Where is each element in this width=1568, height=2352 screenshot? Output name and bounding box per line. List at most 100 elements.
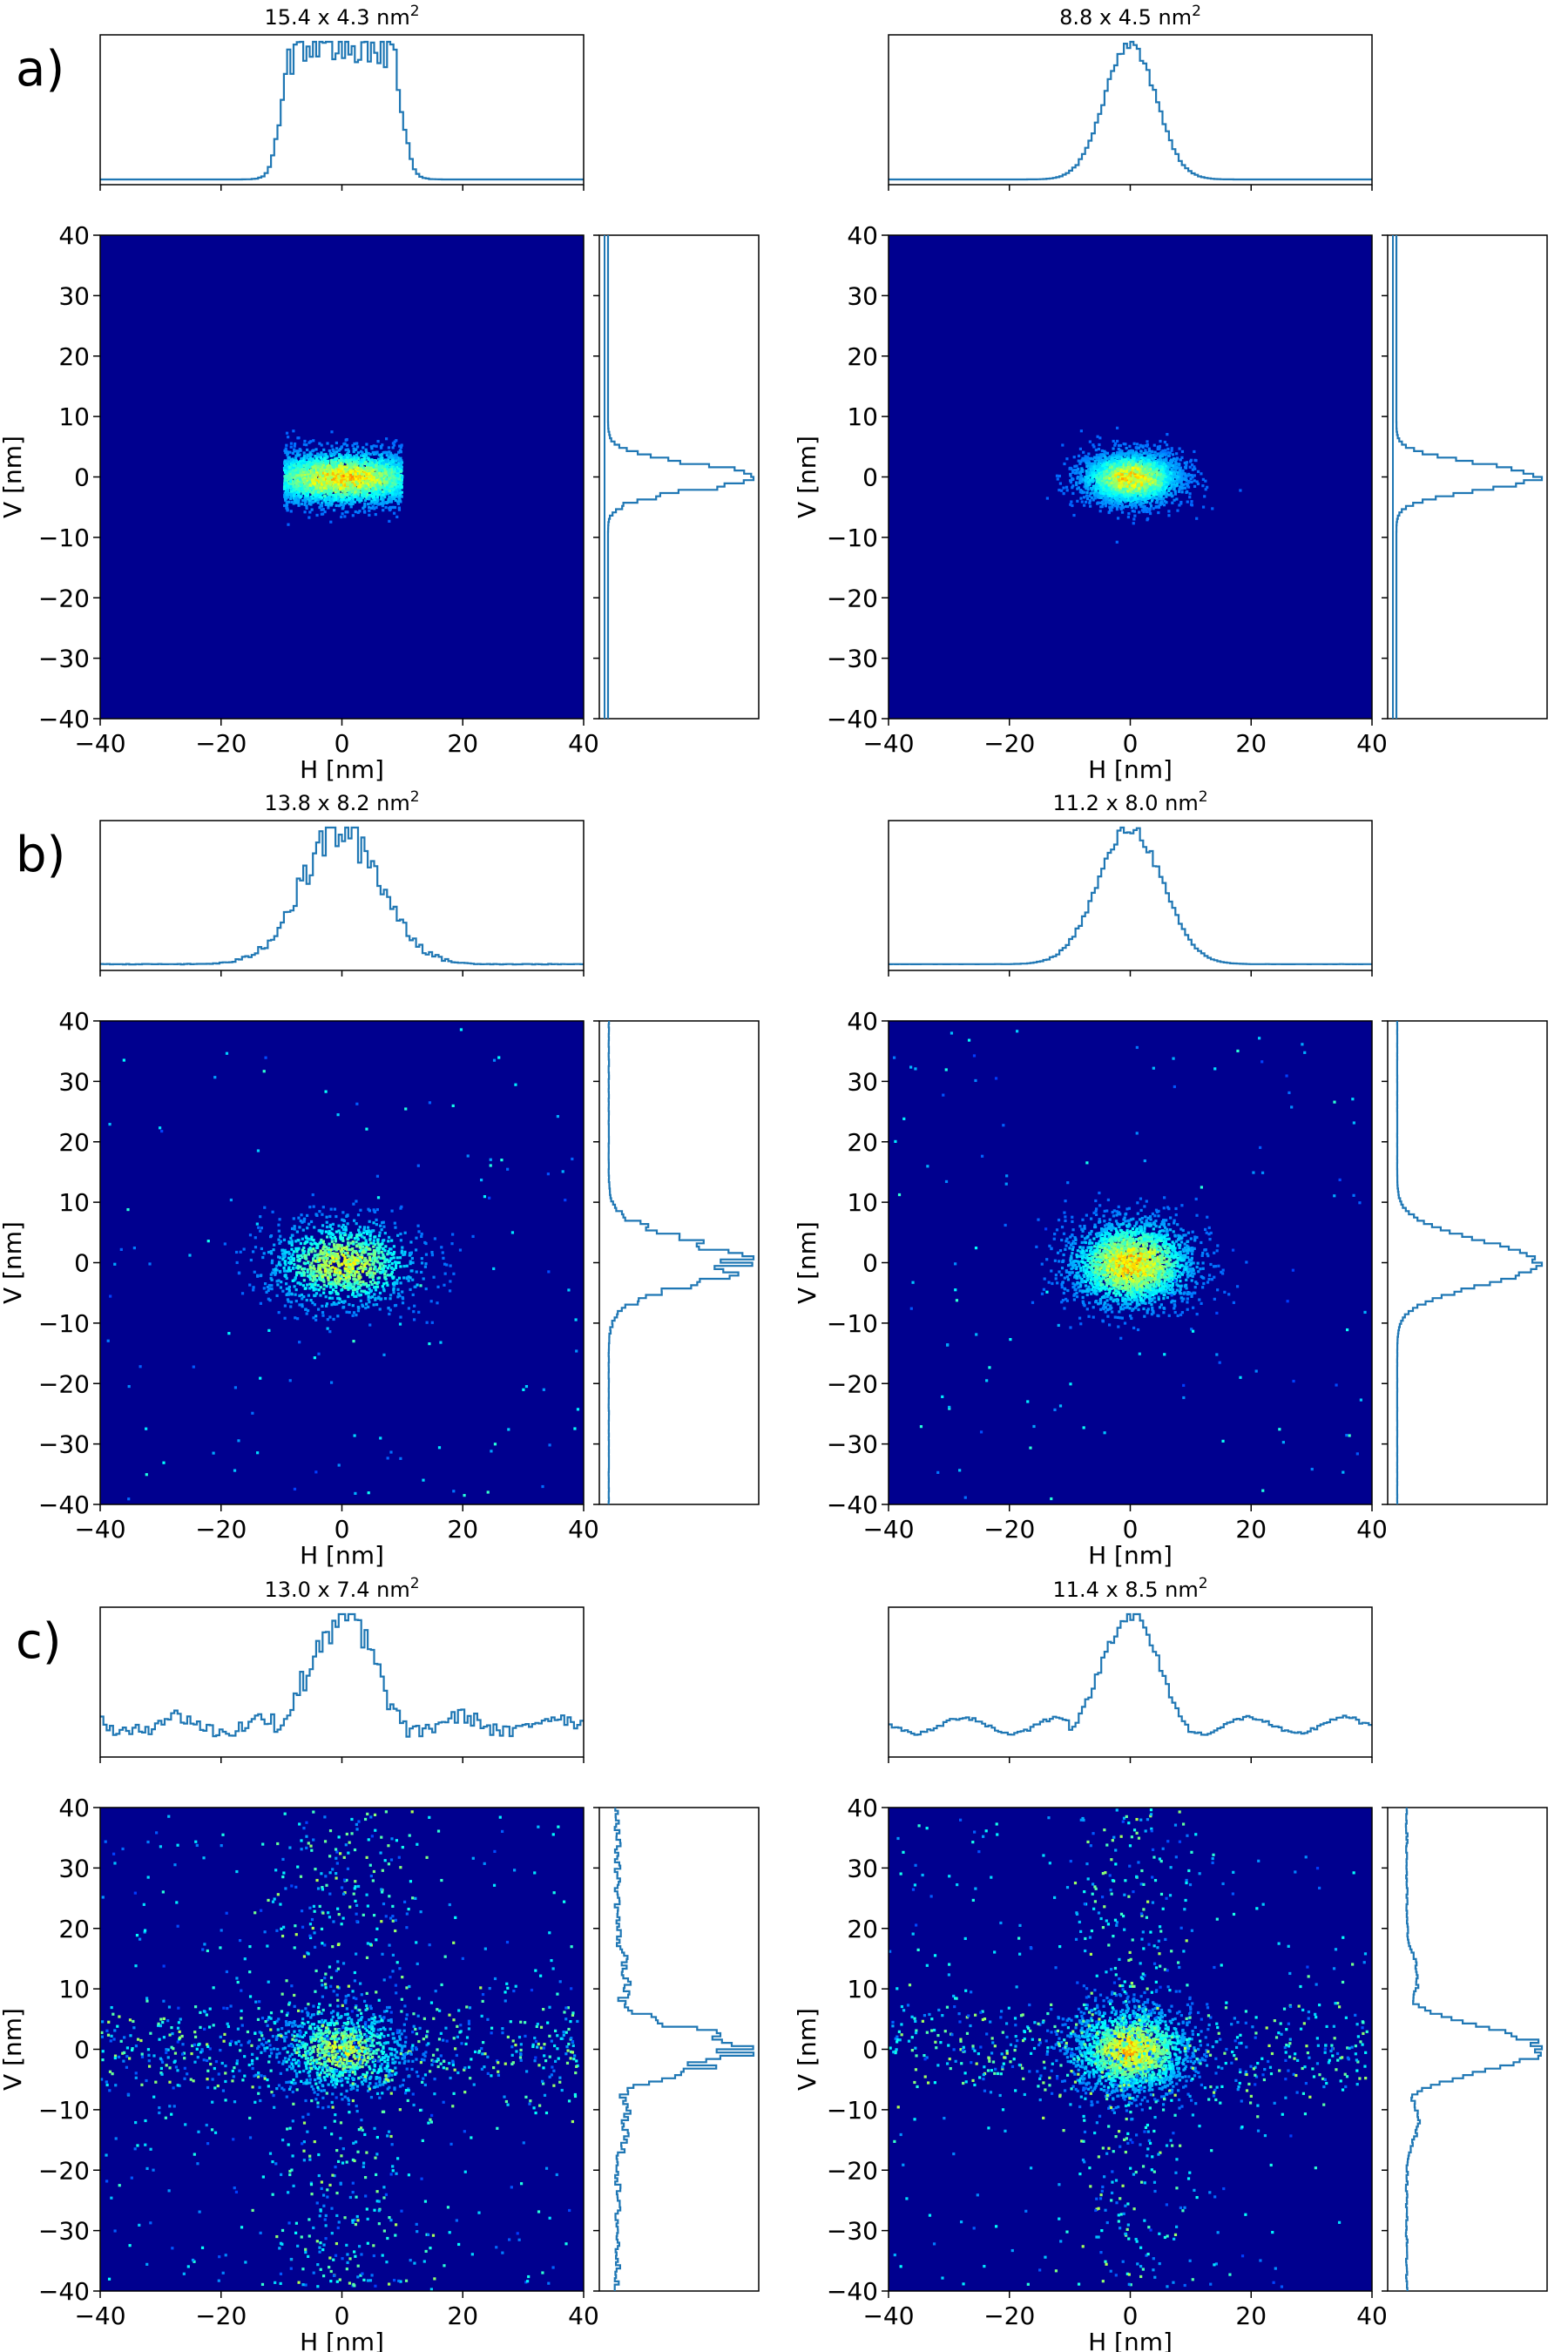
heatmap-point (372, 478, 375, 482)
heatmap-point (284, 466, 287, 470)
heatmap-point (328, 472, 332, 476)
heatmap-point (1188, 465, 1192, 469)
heatmap-point (308, 489, 311, 492)
heatmap-point (385, 460, 389, 463)
heatmap-point (351, 514, 355, 517)
heatmap-point (342, 443, 346, 446)
heatmap-point (1163, 458, 1166, 462)
heatmap-point (348, 468, 352, 472)
heatmap-point (315, 471, 319, 475)
heatmap-point (365, 450, 368, 454)
heatmap-point (1088, 463, 1092, 466)
heatmap-point (374, 512, 377, 517)
heatmap-point (400, 461, 404, 464)
heatmap-point (332, 466, 335, 470)
heatmap-point (297, 464, 301, 468)
heatmap-point (1190, 500, 1193, 504)
heatmap-point (1204, 479, 1207, 483)
x-tick-label: 40 (568, 729, 599, 758)
heatmap-point (314, 473, 318, 476)
heatmap-point (1099, 505, 1103, 509)
heatmap-point (1098, 456, 1101, 460)
heatmap-point (355, 456, 358, 460)
heatmap-point (322, 491, 326, 495)
heatmap-point (291, 451, 294, 455)
heatmap-point (287, 492, 291, 497)
heatmap-point (349, 462, 353, 465)
heatmap-point (1126, 515, 1130, 519)
heatmap-point (320, 508, 323, 511)
heatmap-point (284, 497, 287, 501)
heatmap-point (380, 497, 383, 501)
heatmap-point (375, 500, 379, 504)
heatmap-point (297, 478, 301, 482)
heatmap-point (378, 485, 382, 489)
heatmap-point (293, 444, 296, 448)
heatmap-point (327, 504, 330, 507)
x-tick-label: 20 (447, 729, 478, 758)
heatmap-point (1132, 460, 1136, 464)
heatmap-point (386, 500, 389, 504)
heatmap-point (289, 493, 294, 497)
heatmap-point (320, 489, 323, 492)
heatmap-point (383, 450, 387, 455)
heatmap-point (308, 499, 311, 503)
heatmap-point (1153, 450, 1157, 454)
heatmap-point (390, 505, 395, 510)
heatmap-point (377, 457, 381, 461)
heatmap-point (398, 475, 402, 479)
heatmap-point (1092, 469, 1096, 472)
heatmap-point (302, 481, 306, 484)
heatmap-point (400, 495, 403, 498)
heatmap-point (391, 483, 395, 487)
heatmap-point (330, 444, 334, 448)
heatmap-point (393, 466, 396, 470)
heatmap-point (396, 463, 400, 467)
heatmap-point (374, 481, 377, 484)
heatmap-point (1168, 475, 1172, 478)
heatmap-point (1113, 443, 1117, 447)
heatmap-point (333, 498, 336, 502)
heatmap-point (1179, 470, 1182, 474)
heatmap-point (377, 461, 382, 465)
heatmap-point (366, 463, 369, 467)
heatmap-point (282, 487, 287, 490)
heatmap-point (297, 493, 301, 497)
heatmap-point (344, 510, 348, 514)
heatmap-point (397, 477, 401, 481)
heatmap-point (293, 442, 297, 446)
heatmap-point (1126, 494, 1131, 497)
heatmap-point (337, 504, 341, 508)
heatmap-point (320, 463, 323, 466)
heatmap-point (308, 510, 312, 514)
heatmap-point (355, 453, 359, 457)
heatmap-point (336, 462, 341, 465)
heatmap-point (382, 459, 385, 463)
heatmap-point (400, 476, 404, 479)
heatmap-point (345, 468, 349, 472)
heatmap-point (1146, 473, 1150, 476)
heatmap-point (1110, 490, 1113, 493)
heatmap-point (356, 475, 360, 479)
heatmap-point (318, 453, 322, 456)
heatmap-point (354, 467, 357, 470)
heatmap-point (1088, 501, 1092, 504)
heatmap-point (1158, 444, 1162, 449)
heatmap-point (314, 462, 318, 465)
heatmap-point (294, 500, 298, 504)
heatmap-point (1165, 459, 1168, 463)
heatmap-point (314, 454, 317, 458)
heatmap-point (327, 495, 331, 499)
heatmap-point (376, 489, 380, 492)
heatmap-point (321, 501, 324, 504)
y-tick-label: 10 (58, 402, 90, 431)
heatmap-point (334, 458, 337, 462)
heatmap-point (371, 505, 375, 509)
heatmap-point (375, 495, 379, 498)
heatmap-point (335, 447, 339, 450)
heatmap-point (331, 468, 335, 471)
heatmap-point (1165, 443, 1169, 447)
heatmap-point (339, 486, 343, 490)
heatmap-point (1100, 449, 1104, 453)
heatmap-point (298, 482, 301, 485)
